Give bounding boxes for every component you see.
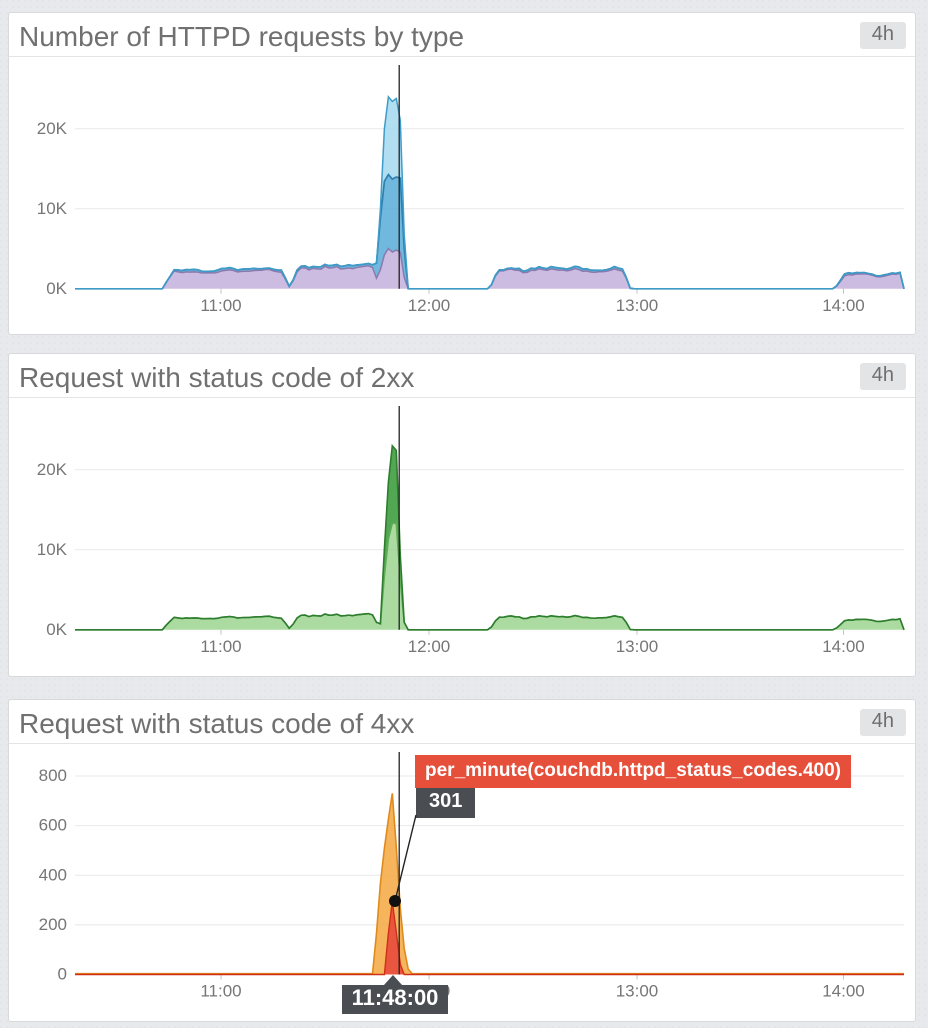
svg-text:10K: 10K	[37, 199, 68, 218]
svg-text:13:00: 13:00	[616, 982, 659, 1001]
svg-text:13:00: 13:00	[616, 296, 659, 315]
svg-text:0K: 0K	[46, 620, 67, 639]
svg-text:20K: 20K	[37, 119, 68, 138]
svg-text:12:00: 12:00	[408, 637, 451, 656]
svg-text:20K: 20K	[37, 460, 68, 479]
svg-text:14:00: 14:00	[822, 982, 865, 1001]
svg-text:13:00: 13:00	[616, 637, 659, 656]
svg-text:11:00: 11:00	[200, 637, 241, 656]
svg-text:0: 0	[58, 965, 67, 984]
svg-text:14:00: 14:00	[822, 637, 865, 656]
svg-text:800: 800	[39, 766, 67, 785]
svg-text:10K: 10K	[37, 540, 68, 559]
svg-text:14:00: 14:00	[822, 296, 865, 315]
svg-text:12:00: 12:00	[408, 296, 451, 315]
svg-text:0K: 0K	[46, 279, 67, 298]
svg-text:11:00: 11:00	[200, 296, 241, 315]
svg-text:600: 600	[39, 816, 67, 835]
svg-text:200: 200	[39, 915, 67, 934]
svg-text:11:00: 11:00	[200, 982, 241, 1001]
svg-text:400: 400	[39, 865, 67, 884]
